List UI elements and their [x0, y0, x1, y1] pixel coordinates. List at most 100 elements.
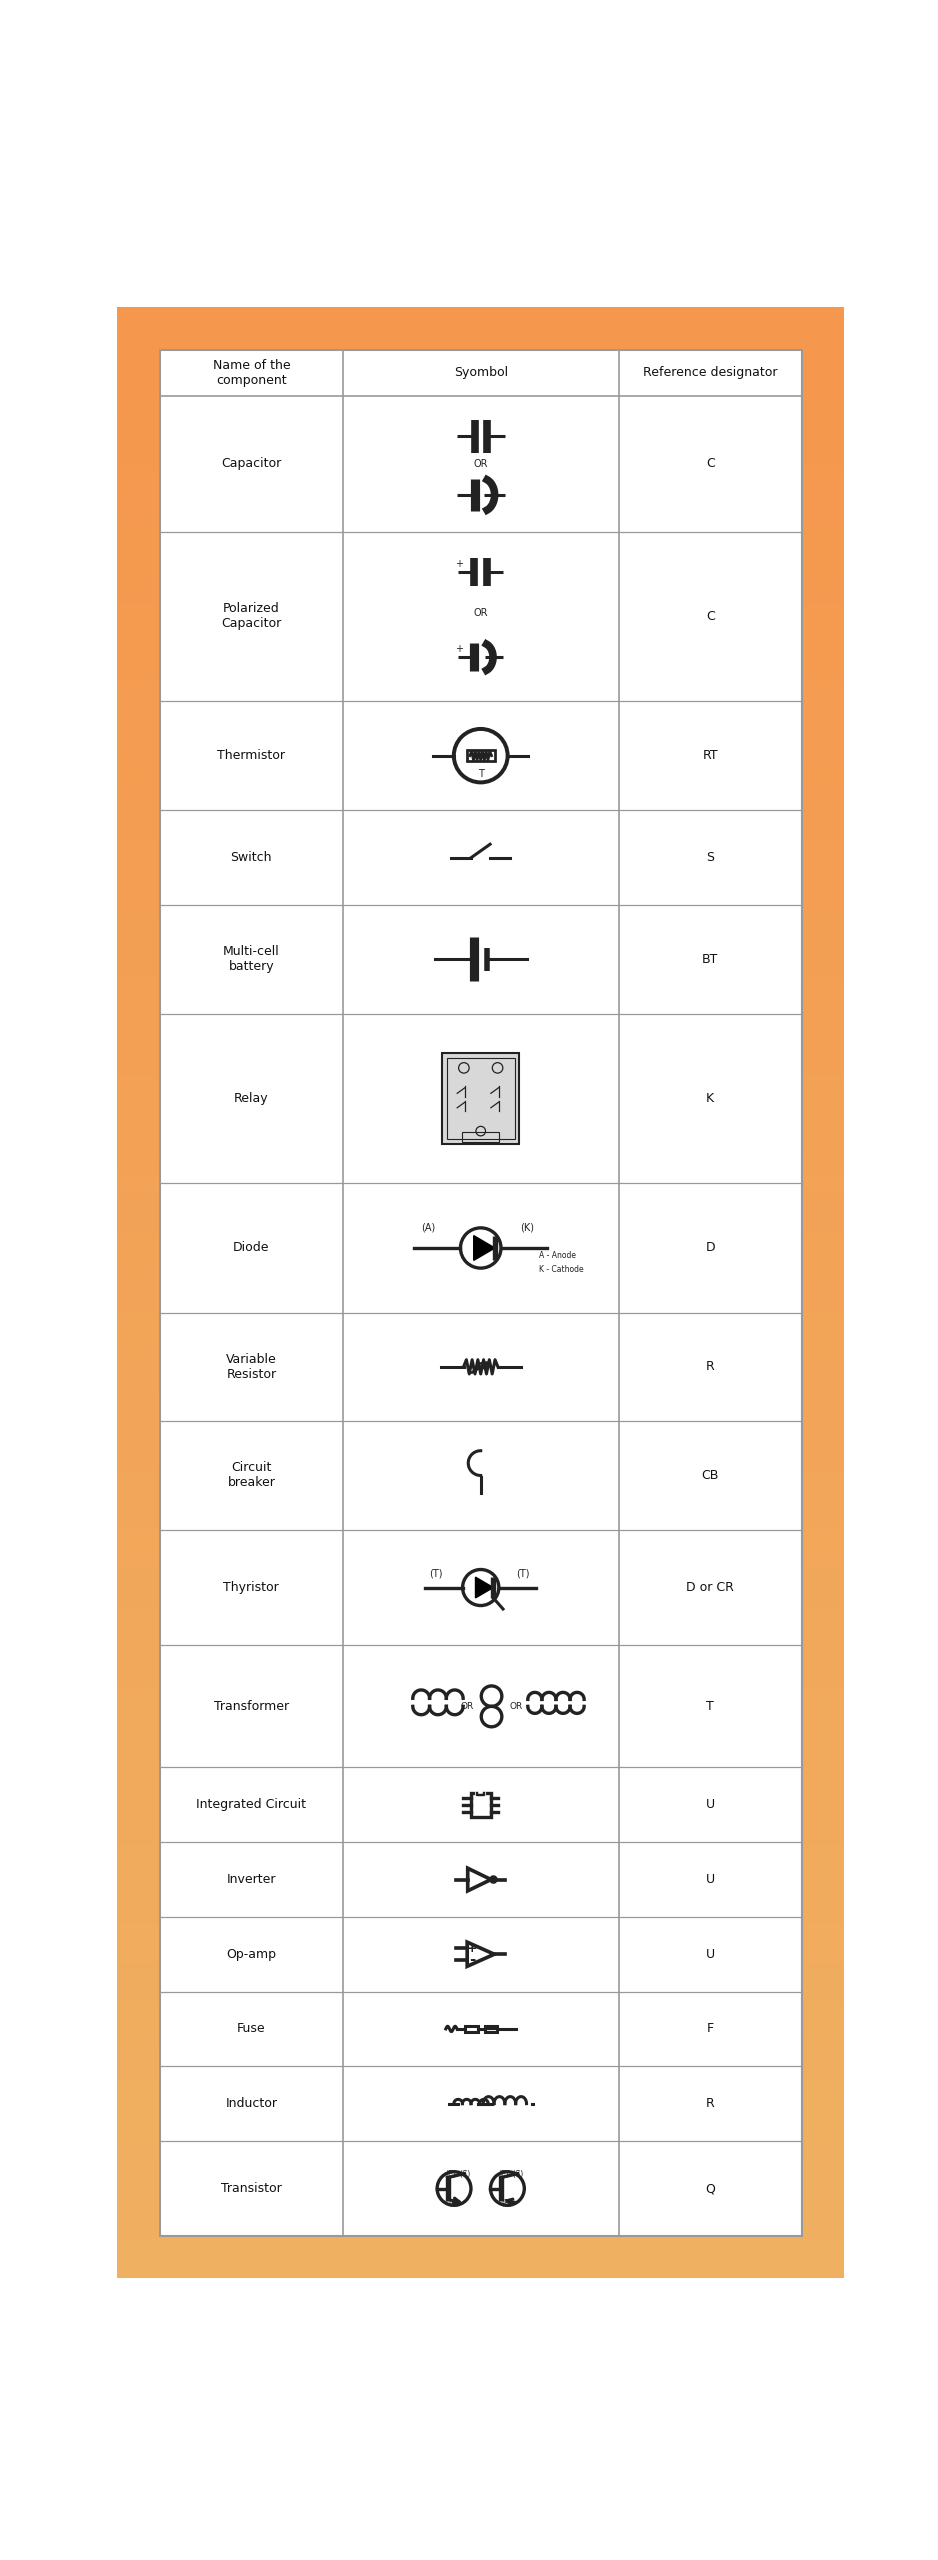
Bar — [117, 445, 844, 466]
Bar — [117, 1687, 844, 1708]
Bar — [117, 2120, 844, 2140]
Bar — [117, 860, 844, 878]
Bar — [117, 1096, 844, 1116]
Bar — [117, 1213, 844, 1234]
Bar — [117, 643, 844, 663]
Bar — [117, 1272, 844, 1293]
Bar — [117, 1234, 844, 1254]
Bar — [117, 1964, 844, 1981]
Text: K - Cathode: K - Cathode — [539, 1265, 583, 1275]
Bar — [117, 1155, 844, 1175]
Bar — [117, 1352, 844, 1372]
Bar — [117, 781, 844, 799]
Bar — [117, 1923, 844, 1943]
Bar — [117, 1411, 844, 1431]
Text: OR: OR — [509, 1702, 522, 1710]
Text: R: R — [705, 1359, 715, 1372]
Bar — [117, 346, 844, 366]
Text: U: U — [705, 1797, 715, 1812]
Text: Name of the
component: Name of the component — [213, 358, 290, 387]
Text: RT: RT — [703, 750, 718, 763]
Bar — [117, 622, 844, 643]
Bar — [117, 937, 844, 957]
Bar — [465, 2025, 478, 2033]
Bar — [117, 1293, 844, 1313]
Text: Circuit
breaker: Circuit breaker — [227, 1462, 275, 1490]
Text: Switch: Switch — [231, 850, 272, 865]
Bar — [467, 750, 494, 760]
Text: C: C — [705, 609, 715, 622]
Bar — [117, 1667, 844, 1687]
Bar — [117, 1746, 844, 1766]
Text: +: + — [455, 558, 463, 568]
Bar — [117, 366, 844, 387]
Bar — [117, 2220, 844, 2240]
Text: S: S — [706, 850, 714, 865]
Bar — [117, 1805, 844, 1825]
Text: (T): (T) — [516, 1569, 529, 1580]
Bar — [117, 1431, 844, 1452]
Text: R: R — [705, 2097, 715, 2109]
Bar — [117, 2140, 844, 2161]
Bar — [117, 307, 844, 328]
Bar — [117, 1981, 844, 2002]
Bar — [117, 1528, 844, 1549]
Bar — [117, 1825, 844, 1846]
Text: (A): (A) — [421, 1224, 435, 1234]
Bar — [117, 2081, 844, 2102]
Text: +: + — [467, 1943, 477, 1956]
Text: Transistor: Transistor — [221, 2181, 281, 2194]
Polygon shape — [476, 1577, 493, 1597]
Bar — [117, 1016, 844, 1037]
Bar — [117, 1608, 844, 1628]
Text: Diode: Diode — [233, 1242, 269, 1254]
Bar — [117, 2043, 844, 2061]
Text: OR: OR — [474, 609, 488, 617]
Bar — [117, 1905, 844, 1923]
Text: U: U — [705, 1874, 715, 1887]
Bar — [117, 1452, 844, 1469]
Bar — [117, 957, 844, 978]
Text: D: D — [705, 1242, 715, 1254]
Bar — [117, 1390, 844, 1411]
Bar — [117, 819, 844, 840]
Bar — [117, 760, 844, 781]
Text: CB: CB — [702, 1469, 719, 1482]
Text: (K): (K) — [521, 1224, 535, 1234]
Text: Transformer: Transformer — [214, 1700, 289, 1713]
Bar — [117, 1846, 844, 1864]
Bar — [117, 996, 844, 1016]
Bar — [117, 1725, 844, 1746]
Bar — [117, 1510, 844, 1528]
Bar — [117, 1649, 844, 1667]
Text: (B): (B) — [502, 2199, 513, 2207]
Bar — [117, 1331, 844, 1352]
Bar — [117, 1569, 844, 1587]
Text: Capacitor: Capacitor — [221, 458, 281, 471]
Bar — [117, 1884, 844, 1905]
Text: Syombol: Syombol — [454, 366, 507, 379]
Text: BT: BT — [702, 952, 719, 965]
Text: D or CR: D or CR — [687, 1582, 734, 1595]
Bar — [117, 1587, 844, 1608]
Text: OR: OR — [461, 1702, 474, 1710]
Bar — [462, 1132, 499, 1142]
Text: Thermistor: Thermistor — [218, 750, 285, 763]
Bar — [117, 602, 844, 622]
Text: (C): (C) — [513, 2171, 524, 2179]
Bar — [117, 2199, 844, 2220]
Bar — [117, 799, 844, 819]
Text: T: T — [477, 768, 484, 778]
Text: (E): (E) — [446, 2171, 456, 2179]
Text: C: C — [705, 458, 715, 471]
Bar — [117, 404, 844, 425]
Bar — [117, 563, 844, 584]
Bar — [117, 1787, 844, 1805]
Text: Multi-cell
battery: Multi-cell battery — [223, 945, 280, 973]
Bar — [117, 1057, 844, 1075]
Bar — [117, 1075, 844, 1096]
Bar — [443, 1052, 519, 1144]
Bar — [117, 1037, 844, 1057]
Bar — [117, 2002, 844, 2022]
Polygon shape — [474, 1236, 495, 1260]
